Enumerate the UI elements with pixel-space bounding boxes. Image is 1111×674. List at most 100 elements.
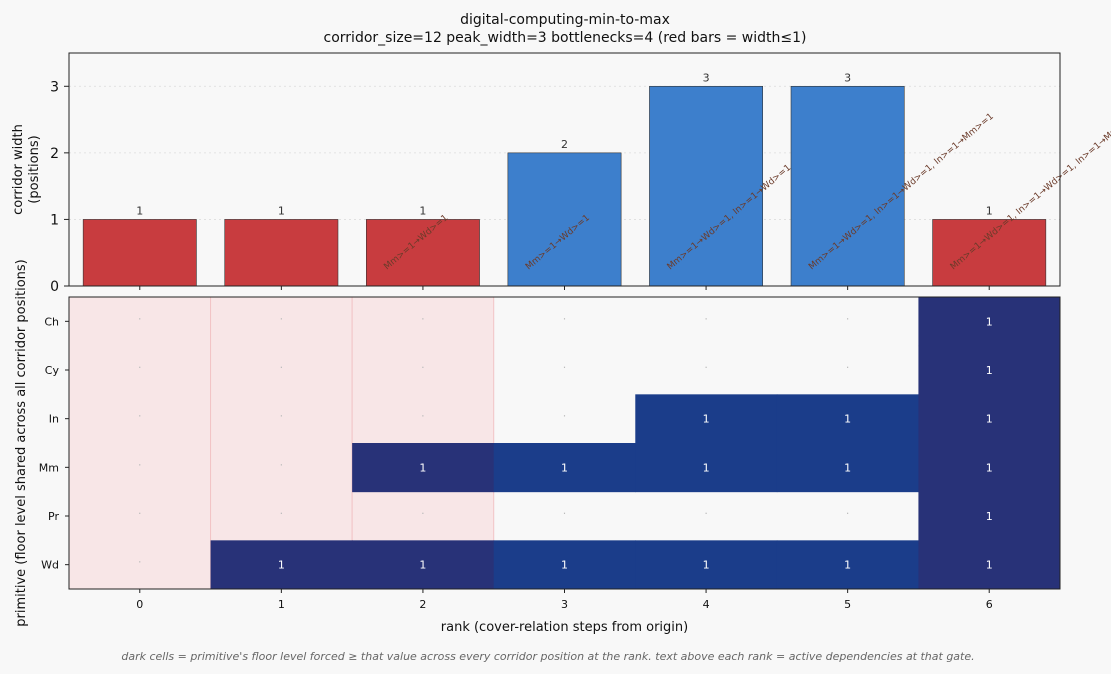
heat-cell bbox=[493, 540, 636, 590]
bar-value-label: 3 bbox=[703, 71, 710, 84]
heatmap-panel: · · · · · · 1 · · · · · · 1 · · · · 1 1 1 · · 1 1 1 1 1 · · · · · · 1 · 1 1 1 1… bbox=[14, 259, 1061, 635]
heat-cell-value: 1 bbox=[844, 461, 851, 474]
heat-cell-zero: · bbox=[563, 312, 567, 325]
bar-frame bbox=[68, 52, 1061, 287]
heat-xtick-label: 3 bbox=[561, 598, 568, 611]
heat-cell-zero: · bbox=[138, 312, 142, 325]
heat-xtick-label: 2 bbox=[419, 598, 426, 611]
heat-cell-zero: · bbox=[138, 410, 142, 423]
heat-cell-zero: · bbox=[704, 507, 708, 520]
bar-value-label: 1 bbox=[419, 204, 426, 217]
heat-ytick-label: Ch bbox=[44, 315, 59, 328]
heat-cell-zero: · bbox=[563, 507, 567, 520]
bar-value-label: 2 bbox=[561, 138, 568, 151]
bar-value-label: 1 bbox=[278, 204, 285, 217]
heat-cell-zero: · bbox=[846, 361, 850, 374]
heat-cell-zero: · bbox=[280, 458, 284, 471]
heat-cell bbox=[918, 394, 1061, 444]
heat-cell-value: 1 bbox=[278, 559, 285, 572]
heat-cell-value: 1 bbox=[844, 559, 851, 572]
heat-xtick-label: 4 bbox=[703, 598, 710, 611]
bar-ytick-label: 3 bbox=[50, 79, 59, 95]
bar-value-label: 1 bbox=[986, 204, 993, 217]
bar-0 bbox=[82, 219, 197, 287]
heat-cell-zero: · bbox=[138, 361, 142, 374]
heat-cell-value: 1 bbox=[986, 559, 993, 572]
bar-ytick-label: 1 bbox=[50, 212, 59, 228]
heat-cell-zero: · bbox=[421, 361, 425, 374]
bottleneck-shade bbox=[68, 296, 212, 590]
heat-cell-zero: · bbox=[280, 361, 284, 374]
heat-cell-zero: · bbox=[138, 458, 142, 471]
heat-cell bbox=[918, 443, 1061, 493]
heat-xlabel: rank (cover-relation steps from origin) bbox=[441, 620, 688, 635]
heat-cell-value: 1 bbox=[844, 413, 851, 426]
heat-ytick-label: Mm bbox=[39, 461, 59, 474]
heat-cell-zero: · bbox=[138, 507, 142, 520]
heat-cell bbox=[493, 443, 636, 493]
heat-cell-value: 1 bbox=[986, 315, 993, 328]
bar-4 bbox=[649, 85, 764, 287]
heat-ytick-label: Cy bbox=[45, 364, 60, 377]
heat-cell-zero: · bbox=[846, 507, 850, 520]
heat-frame bbox=[68, 296, 1061, 590]
heat-cell-value: 1 bbox=[561, 559, 568, 572]
heat-cell-zero: · bbox=[563, 410, 567, 423]
heat-cell-zero: · bbox=[421, 410, 425, 423]
heat-cell-value: 1 bbox=[986, 364, 993, 377]
heat-cell bbox=[776, 540, 919, 590]
bar-value-label: 1 bbox=[136, 204, 143, 217]
chart-subtitle: corridor_size=12 peak_width=3 bottleneck… bbox=[324, 30, 807, 46]
heat-cell-zero: · bbox=[280, 312, 284, 325]
heat-cell bbox=[918, 297, 1061, 347]
heat-cell-zero: · bbox=[846, 312, 850, 325]
heat-cell-value: 1 bbox=[986, 413, 993, 426]
heat-cell bbox=[635, 540, 778, 590]
heat-cell-value: 1 bbox=[986, 461, 993, 474]
heat-ytick-label: Wd bbox=[41, 559, 59, 572]
heat-ytick-label: Pr bbox=[48, 510, 59, 523]
heat-cell-value: 1 bbox=[419, 559, 426, 572]
heat-cell-zero: · bbox=[704, 312, 708, 325]
bar-ylabel-line: (positions) bbox=[27, 135, 42, 203]
heat-cell-value: 1 bbox=[703, 559, 710, 572]
bar-2 bbox=[365, 219, 480, 287]
heat-cell bbox=[352, 540, 495, 590]
heat-cell-zero: · bbox=[704, 361, 708, 374]
heat-cell-value: 1 bbox=[703, 461, 710, 474]
bar-ytick-label: 2 bbox=[50, 146, 59, 162]
heat-xtick-label: 0 bbox=[136, 598, 143, 611]
heat-cell bbox=[918, 540, 1061, 590]
heat-cell-value: 1 bbox=[561, 461, 568, 474]
heat-cell bbox=[918, 491, 1061, 541]
heat-cell bbox=[352, 443, 495, 493]
bar-ylabel-line: corridor width bbox=[11, 124, 26, 215]
bar-ytick-label: 0 bbox=[50, 279, 59, 295]
bar-3 bbox=[507, 152, 622, 287]
heat-cell-value: 1 bbox=[419, 461, 426, 474]
bar-value-label: 3 bbox=[844, 71, 851, 84]
heat-cell bbox=[776, 443, 919, 493]
bar-ylabel: corridor width(positions) bbox=[11, 124, 42, 215]
heat-xtick-label: 1 bbox=[278, 598, 285, 611]
bar-5 bbox=[790, 85, 905, 287]
heat-xtick-label: 6 bbox=[986, 598, 993, 611]
chart-title: digital-computing-min-to-max bbox=[460, 12, 670, 28]
heat-cell-zero: · bbox=[138, 556, 142, 569]
heat-cell-zero: · bbox=[563, 361, 567, 374]
heat-cell-zero: · bbox=[280, 507, 284, 520]
heat-cell bbox=[918, 345, 1061, 395]
heat-xtick-label: 5 bbox=[844, 598, 851, 611]
heat-cell-value: 1 bbox=[986, 510, 993, 523]
heat-cell bbox=[635, 443, 778, 493]
heat-ytick-label: In bbox=[49, 413, 59, 426]
heat-cell bbox=[210, 540, 353, 590]
figure-caption: dark cells = primitive's floor level for… bbox=[121, 650, 974, 663]
heat-cell bbox=[776, 394, 919, 444]
heat-cell-value: 1 bbox=[703, 413, 710, 426]
heat-cell-zero: · bbox=[421, 312, 425, 325]
bar-1 bbox=[224, 219, 339, 287]
heat-cell-zero: · bbox=[421, 507, 425, 520]
heat-cell-zero: · bbox=[280, 410, 284, 423]
